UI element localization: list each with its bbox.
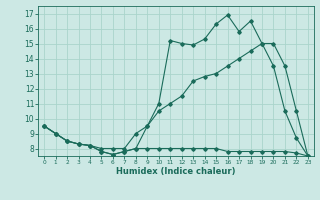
X-axis label: Humidex (Indice chaleur): Humidex (Indice chaleur)	[116, 167, 236, 176]
